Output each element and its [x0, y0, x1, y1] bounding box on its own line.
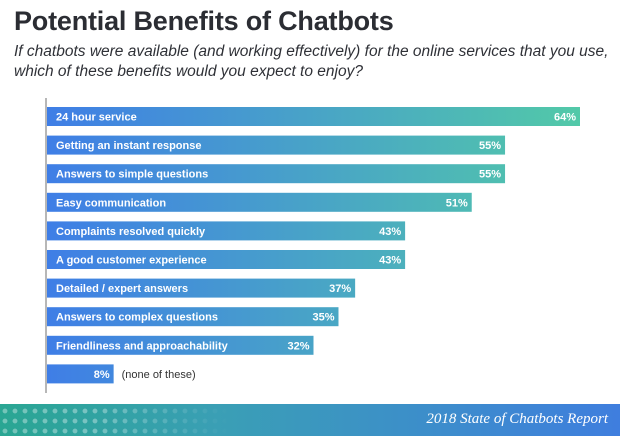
footer-banner: 2018 State of Chatbots Report [0, 404, 620, 436]
bar-none-of-these [47, 364, 114, 384]
bar-easy-communication [47, 192, 472, 212]
report-source: 2018 State of Chatbots Report [426, 411, 608, 427]
category-label-none-of-these: (none of these) [122, 369, 196, 381]
bar-answers-to-simple-questions [47, 164, 506, 184]
value-label-getting-an-instant-response: 55% [479, 140, 501, 152]
value-label-complaints-resolved-quickly: 43% [379, 226, 401, 238]
chart-title: Potential Benefits of Chatbots [14, 6, 394, 36]
bar-detailed-expert-answers [47, 278, 356, 298]
category-label-getting-an-instant-response: Getting an instant response [56, 140, 201, 152]
chart-subtitle: If chatbots were available (and working … [14, 43, 609, 80]
bar-friendliness-and-approachability [47, 335, 314, 355]
category-label-24-hour-service: 24 hour service [56, 112, 137, 124]
bar-24-hour-service [47, 107, 580, 126]
value-label-none-of-these: 8% [94, 369, 110, 381]
category-label-a-good-customer-experience: A good customer experience [56, 255, 207, 267]
value-label-friendliness-and-approachability: 32% [287, 340, 309, 352]
value-label-answers-to-simple-questions: 55% [479, 169, 501, 181]
bar-getting-an-instant-response [47, 135, 506, 155]
value-label-24-hour-service: 64% [554, 112, 576, 124]
dot-pattern-decoration [0, 406, 230, 436]
value-label-easy-communication: 51% [446, 197, 468, 209]
bar-a-good-customer-experience [47, 250, 406, 269]
value-label-detailed-expert-answers: 37% [329, 283, 351, 295]
bar-complaints-resolved-quickly [47, 221, 406, 241]
bar-answers-to-complex-questions [47, 307, 339, 327]
category-label-answers-to-simple-questions: Answers to simple questions [56, 169, 208, 181]
value-label-answers-to-complex-questions: 35% [312, 312, 334, 324]
category-label-detailed-expert-answers: Detailed / expert answers [56, 283, 188, 295]
category-label-easy-communication: Easy communication [56, 197, 166, 209]
category-label-complaints-resolved-quickly: Complaints resolved quickly [56, 226, 206, 238]
category-label-friendliness-and-approachability: Friendliness and approachability [56, 340, 229, 352]
value-label-a-good-customer-experience: 43% [379, 255, 401, 267]
category-label-answers-to-complex-questions: Answers to complex questions [56, 312, 218, 324]
bar-chart: 64% 24 hour service 55% Getting an instant … [45, 98, 580, 393]
